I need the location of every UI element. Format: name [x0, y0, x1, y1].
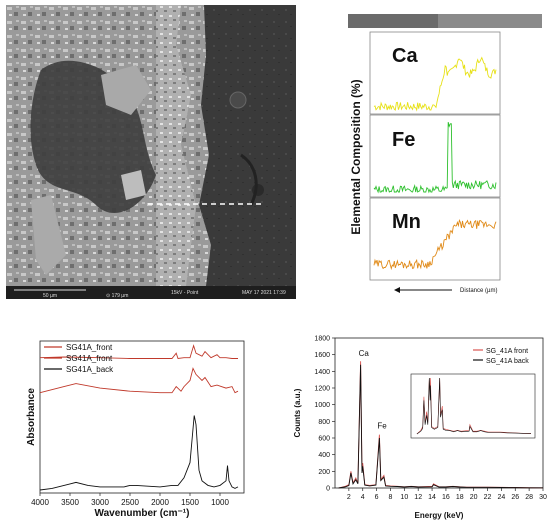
xrf-x-tick-label: 14 [428, 494, 436, 501]
fe-label: Fe [392, 129, 415, 151]
ftir-x-tick-label: 3500 [61, 498, 79, 507]
ftir-x-tick-label: 3000 [91, 498, 109, 507]
scale-bar-label: 50 µm [43, 293, 57, 299]
xrf-inset-line-0 [416, 377, 532, 435]
legend-label-front-2: SG41A_front [66, 354, 113, 363]
xrf-x-tick-label: 28 [525, 494, 533, 501]
xrf-series-line-1 [338, 364, 543, 489]
profile-x-label: Distance (µm) [460, 288, 497, 294]
xrf-x-tick-label: 2 [347, 494, 351, 501]
xrf-y-tick-label: 1200 [314, 386, 330, 393]
xrf-x-tick-label: 26 [511, 494, 519, 501]
ftir-series-line-0 [39, 344, 238, 359]
ftir-x-tick-label: 2000 [151, 498, 169, 507]
sem-info-bar [6, 286, 296, 299]
fe-profile-line [373, 121, 497, 194]
xrf-y-label: Counts (a.u.) [293, 388, 302, 437]
ftir-legend: SG41A_front SG41A_front SG41A_back [44, 343, 114, 374]
xrf-peak-label-ca: Ca [359, 349, 370, 358]
mn-label: Mn [392, 211, 421, 233]
legend-label-back: SG41A_back [66, 365, 114, 374]
legend-label-sg41a-back: SG_41A back [486, 358, 529, 365]
xrf-plot-area [334, 337, 544, 489]
xrf-y-tick-label: 200 [318, 469, 330, 476]
xrf-y-tick-label: 1600 [314, 352, 330, 359]
fe-profile-panel: Fe [369, 114, 501, 198]
xrf-x-tick-label: 18 [456, 494, 464, 501]
ftir-series-line-2 [39, 415, 239, 491]
legend-label-sg41a-front: SG_41A front [486, 348, 528, 355]
ftir-x-tick-label: 2500 [121, 498, 139, 507]
acquisition-date: MAY 17 2021 17:39 [242, 290, 286, 296]
ca-label: Ca [392, 45, 418, 67]
xrf-x-label: Energy (keV) [415, 511, 464, 520]
xrf-y-tick-label: 1400 [314, 369, 330, 376]
mn-profile-panel: Mn [369, 197, 501, 281]
xrf-x-tick-label: 20 [470, 494, 478, 501]
xrf-x-tick-label: 30 [539, 494, 547, 501]
legend-label-front-1: SG41A_front [66, 343, 113, 352]
xrf-peak-label-fe: Fe [377, 422, 387, 431]
ca-profile-line [373, 56, 497, 112]
ftir-series-line-1 [39, 367, 239, 394]
eds-profile-figure: Elemental Composition (%) Ca Fe Mn Dista… [348, 14, 542, 294]
xrf-x-tick-label: 22 [484, 494, 492, 501]
xrf-y-tick-label: 600 [318, 436, 330, 443]
ftir-x-tick-label: 1000 [211, 498, 229, 507]
xrf-y-tick-label: 0 [326, 486, 330, 493]
xrf-x-tick-label: 4 [361, 494, 365, 501]
eds-line-profiles: Elemental Composition (%) Ca Fe Mn Dista… [342, 10, 542, 300]
ftir-plot-area [39, 340, 245, 494]
xrf-x-tick-label: 12 [414, 494, 422, 501]
ftir-x-label: Wavenumber (cm⁻¹) [95, 508, 190, 519]
xrf-x-tick-label: 24 [498, 494, 506, 501]
xrf-inset [410, 373, 536, 439]
xrf-x-tick-label: 10 [400, 494, 408, 501]
ftir-plot: 4000 3500 3000 2500 2000 1500 1000 SG41A_front… [26, 340, 245, 519]
xrf-y-tick-label: 1000 [314, 402, 330, 409]
xrf-x-tick-label: 16 [442, 494, 450, 501]
field-width-readout: ⊙ 179 µm [106, 293, 128, 299]
xrf-y-tick-label: 1800 [314, 336, 330, 343]
ftir-chart: 4000 3500 3000 2500 2000 1500 1000 SG41A_front… [4, 335, 274, 521]
xrf-chart: 2 4 6 8 10 12 14 16 18 20 22 24 26 28 30 0 200 400 600 800 1… [283, 330, 549, 522]
sem-micrograph: 50 µm ⊙ 179 µm 15kV - Point MAY 17 2021 … [6, 5, 296, 299]
arrow-head-icon [394, 287, 400, 293]
xrf-plot: 2 4 6 8 10 12 14 16 18 20 22 24 26 28 3002004006008001… [293, 336, 547, 521]
xrf-y-tick-label: 800 [318, 419, 330, 426]
xrf-legend: SG_41A front SG_41A back [473, 348, 529, 365]
ftir-x-tick-label: 1500 [181, 498, 199, 507]
profile-y-label: Elemental Composition (%) [349, 79, 363, 234]
mn-profile-line [373, 219, 497, 271]
ca-profile-panel: Ca [369, 31, 501, 115]
ftir-x-tick-label: 4000 [31, 498, 49, 507]
sem-image: 50 µm ⊙ 179 µm 15kV - Point MAY 17 2021 … [6, 5, 296, 299]
ftir-y-label: Absorbance [26, 388, 37, 446]
acquisition-mode: 15kV - Point [171, 290, 199, 296]
xrf-y-tick-label: 400 [318, 452, 330, 459]
xrf-x-tick-label: 8 [389, 494, 393, 501]
xrf-inset-line-1 [416, 377, 532, 435]
xrf-x-tick-label: 6 [375, 494, 379, 501]
